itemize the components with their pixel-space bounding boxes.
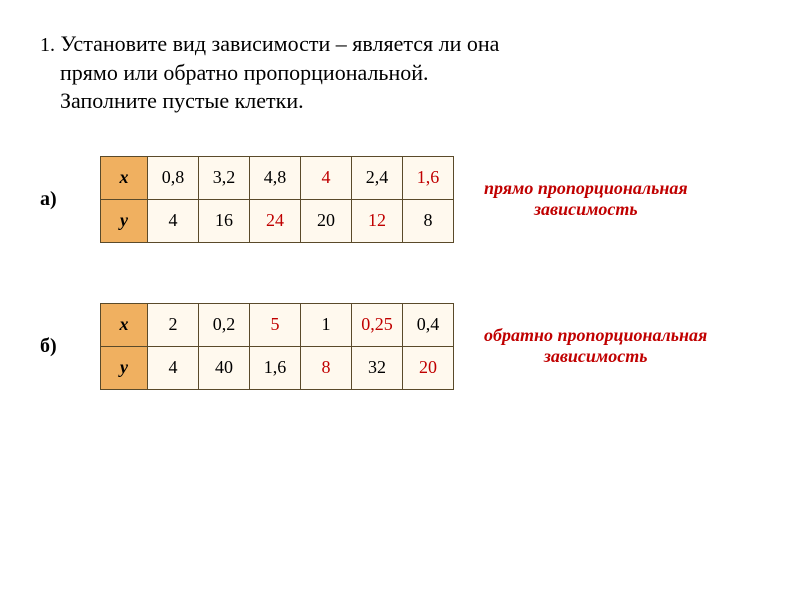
cell: 5 [250,303,301,346]
cell: 4 [148,346,199,389]
cell: 8 [403,199,454,242]
cell: 4,8 [250,156,301,199]
row-header-x: x [101,156,148,199]
table-section-a: а) x 0,8 3,2 4,8 4 2,4 1,6 y 4 16 24 20 … [40,156,760,243]
table-b: x 2 0,2 5 1 0,25 0,4 y 4 40 1,6 8 32 20 [100,303,454,390]
cell: 32 [352,346,403,389]
table-row: y 4 40 1,6 8 32 20 [101,346,454,389]
cell: 20 [403,346,454,389]
cell: 16 [199,199,250,242]
answer-a-line2: зависимость [534,199,638,219]
cell: 4 [148,199,199,242]
answer-a: прямо пропорциональная зависимость [484,178,688,221]
cell: 1,6 [403,156,454,199]
answer-b: обратно пропорциональная зависимость [484,325,707,368]
cell: 1 [301,303,352,346]
problem-number: 1. [40,34,55,56]
table-row: x 2 0,2 5 1 0,25 0,4 [101,303,454,346]
row-header-x: x [101,303,148,346]
answer-b-line1: обратно пропорциональная [484,325,707,345]
cell: 0,8 [148,156,199,199]
table-a-label: а) [40,188,70,211]
problem-line2: прямо или обратно пропорциональной. [60,60,429,85]
table-section-b: б) x 2 0,2 5 1 0,25 0,4 y 4 40 1,6 8 32 … [40,303,760,390]
cell: 24 [250,199,301,242]
row-header-y: y [101,346,148,389]
table-row: x 0,8 3,2 4,8 4 2,4 1,6 [101,156,454,199]
cell: 0,2 [199,303,250,346]
table-row: y 4 16 24 20 12 8 [101,199,454,242]
answer-b-line2: зависимость [544,346,648,366]
cell: 1,6 [250,346,301,389]
cell: 3,2 [199,156,250,199]
cell: 0,25 [352,303,403,346]
cell: 2,4 [352,156,403,199]
cell: 2 [148,303,199,346]
problem-statement: 1. Установите вид зависимости – является… [40,30,760,116]
table-b-label: б) [40,335,70,358]
cell: 12 [352,199,403,242]
cell: 0,4 [403,303,454,346]
problem-line1: Установите вид зависимости – является ли… [61,31,500,56]
cell: 20 [301,199,352,242]
cell: 4 [301,156,352,199]
row-header-y: y [101,199,148,242]
table-a: x 0,8 3,2 4,8 4 2,4 1,6 y 4 16 24 20 12 … [100,156,454,243]
cell: 8 [301,346,352,389]
answer-a-line1: прямо пропорциональная [484,178,688,198]
problem-line3: Заполните пустые клетки. [60,88,304,113]
cell: 40 [199,346,250,389]
